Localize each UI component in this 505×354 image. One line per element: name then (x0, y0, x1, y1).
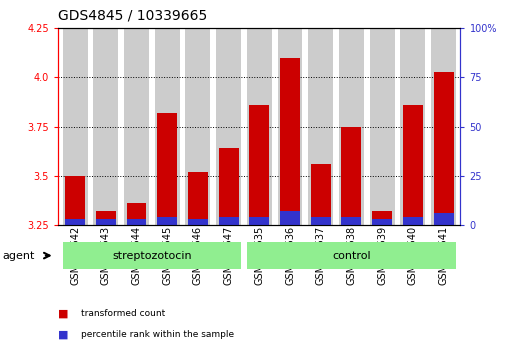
Bar (279, 211, 299, 225)
Bar (402, 105, 422, 225)
Bar (277, 28, 302, 225)
Bar (218, 148, 238, 225)
Bar (341, 126, 361, 225)
Text: transformed count: transformed count (81, 309, 165, 318)
Bar (157, 113, 177, 225)
Bar (63, 28, 87, 225)
Text: streptozotocin: streptozotocin (112, 251, 191, 261)
Bar (95, 211, 116, 225)
Bar (433, 72, 452, 225)
Bar (372, 211, 391, 225)
Bar (369, 28, 394, 225)
Text: control: control (331, 251, 370, 261)
Bar (433, 213, 452, 225)
Bar (95, 219, 116, 225)
Bar (63, 242, 240, 269)
Bar (126, 219, 146, 225)
Bar (249, 217, 269, 225)
Bar (93, 28, 118, 225)
Bar (308, 28, 332, 225)
Bar (338, 28, 363, 225)
Bar (246, 242, 455, 269)
Text: percentile rank within the sample: percentile rank within the sample (81, 330, 234, 339)
Bar (249, 105, 269, 225)
Bar (157, 217, 177, 225)
Bar (155, 28, 179, 225)
Text: agent: agent (3, 251, 35, 261)
Bar (399, 28, 425, 225)
Bar (341, 217, 361, 225)
Bar (430, 28, 455, 225)
Bar (216, 28, 240, 225)
Bar (187, 172, 208, 225)
Bar (218, 217, 238, 225)
Bar (185, 28, 210, 225)
Bar (310, 217, 330, 225)
Bar (402, 217, 422, 225)
Bar (279, 58, 299, 225)
Bar (246, 28, 271, 225)
Bar (124, 28, 148, 225)
Text: GDS4845 / 10339665: GDS4845 / 10339665 (58, 9, 207, 23)
Bar (65, 176, 85, 225)
Bar (187, 219, 208, 225)
Bar (126, 203, 146, 225)
Bar (310, 164, 330, 225)
Bar (372, 219, 391, 225)
Text: ■: ■ (58, 330, 69, 339)
Text: ■: ■ (58, 308, 69, 318)
Bar (65, 219, 85, 225)
